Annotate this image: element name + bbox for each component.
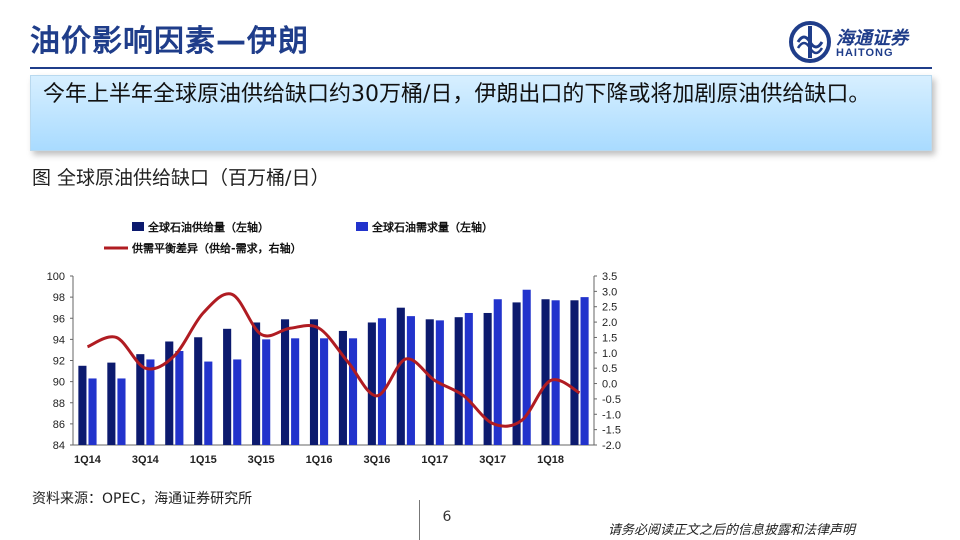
bar-demand [117,378,126,445]
bar-supply [78,365,87,445]
y-left-tick-label: 88 [53,398,65,410]
x-tick-label: 1Q14 [74,454,102,466]
legend-label-supply: 全球石油供给量（左轴） [147,220,269,234]
bar-demand [551,300,560,445]
haitong-logo: 海通证券 HAITONG [788,20,938,64]
y-left-tick-label: 100 [47,271,65,283]
legend-swatch-supply [132,222,144,231]
bar-demand [204,361,213,445]
bar-demand [377,318,387,445]
y-right-tick-label: 3.5 [602,271,617,283]
x-tick-label: 3Q17 [479,454,506,466]
bar-supply [454,317,463,445]
y-left-tick-label: 84 [53,440,65,452]
y-right-tick-label: 0.5 [602,363,617,375]
bar-supply [136,354,145,445]
bar-supply [280,319,290,445]
y-right-tick-label: -1.5 [602,425,621,437]
callout-box: 今年上半年全球原油供给缺口约30万桶/日，伊朗出口的下降或将加剧原油供给缺口。 [30,75,932,151]
y-left-tick-label: 98 [53,292,65,304]
y-left-tick-label: 86 [53,419,65,431]
bar-supply [541,299,550,445]
y-right-tick-label: -0.5 [602,394,621,406]
bar-demand [493,299,502,445]
bar-demand [88,378,97,445]
slide-title: 油价影响因素—伊朗 [30,24,309,59]
bar-supply [194,337,203,445]
bar-demand [320,338,329,445]
footer-divider [419,500,420,540]
bar-demand [262,339,271,445]
y-left-tick-label: 94 [53,334,65,346]
bar-demand [146,359,155,445]
bar-demand [175,350,184,445]
chart-legend: 全球石油供给量（左轴） 全球石油需求量（左轴） 供需平衡差异（供给-需求，右轴） [104,220,493,255]
y-left-tick-label: 92 [53,356,65,368]
logo-text-cn: 海通证券 [836,28,908,49]
x-tick-label: 1Q18 [537,454,564,466]
y-right-tick-label: 0.0 [602,379,617,391]
bar-supply [165,341,174,445]
bar-demand [233,359,242,445]
bar-supply [570,300,579,445]
bar-supply [512,302,521,445]
bar-supply [367,322,376,445]
plot-area: 84 86 88 90 92 94 96 98 100 3.5 3.0 2.5 2.0 1.5 1.0 0.5… [47,271,621,466]
bar-supply [425,319,434,445]
bar-supply [223,328,232,445]
figure-title: 图 全球原油供给缺口（百万桶/日） [32,167,330,189]
bar-supply [396,307,405,445]
y-left-tick-label: 90 [53,377,65,389]
haitong-logo-icon [789,21,831,63]
x-tick-label: 3Q14 [132,454,160,466]
x-tick-label: 1Q16 [306,454,333,466]
logo-text-en: HAITONG [836,47,894,59]
legal-disclaimer: 请务必阅读正文之后的信息披露和法律声明 [608,523,856,538]
bar-demand [464,312,473,445]
y-left-tick-label: 96 [53,313,65,325]
bar-demand [406,316,415,445]
legend-label-demand: 全球石油需求量（左轴） [371,220,493,234]
bar-supply [252,322,261,445]
y-right-tick-label: -1.0 [602,409,621,421]
x-tick-label: 3Q16 [363,454,390,466]
bar-supply [338,330,347,445]
x-tick-label: 1Q17 [421,454,448,466]
bar-supply [483,312,492,445]
y-right-tick-label: 1.5 [602,332,617,344]
y-right-tick-label: 1.0 [602,348,617,360]
bar-demand [580,297,589,445]
page-number: 6 [442,509,452,525]
bar-demand [522,289,531,445]
y-right-tick-label: 2.0 [602,317,617,329]
x-tick-label: 3Q15 [248,454,275,466]
x-tick-label: 1Q15 [190,454,217,466]
bar-demand [348,338,358,445]
legend-label-balance: 供需平衡差异（供给-需求，右轴） [131,241,302,255]
bar-supply [107,362,116,445]
y-right-tick-label: 3.0 [602,286,617,298]
header-rule [30,67,932,69]
y-right-tick-label: 2.5 [602,302,617,314]
series-line-balance [86,292,581,428]
source-note: 资料来源：OPEC，海通证券研究所 [32,491,253,507]
legend-swatch-demand [356,222,368,231]
bar-demand [291,338,300,445]
y-right-tick-label: -2.0 [602,440,621,452]
bar-supply [309,319,319,445]
callout-text: 今年上半年全球原油供给缺口约30万桶/日，伊朗出口的下降或将加剧原油供给缺口。 [43,82,871,107]
